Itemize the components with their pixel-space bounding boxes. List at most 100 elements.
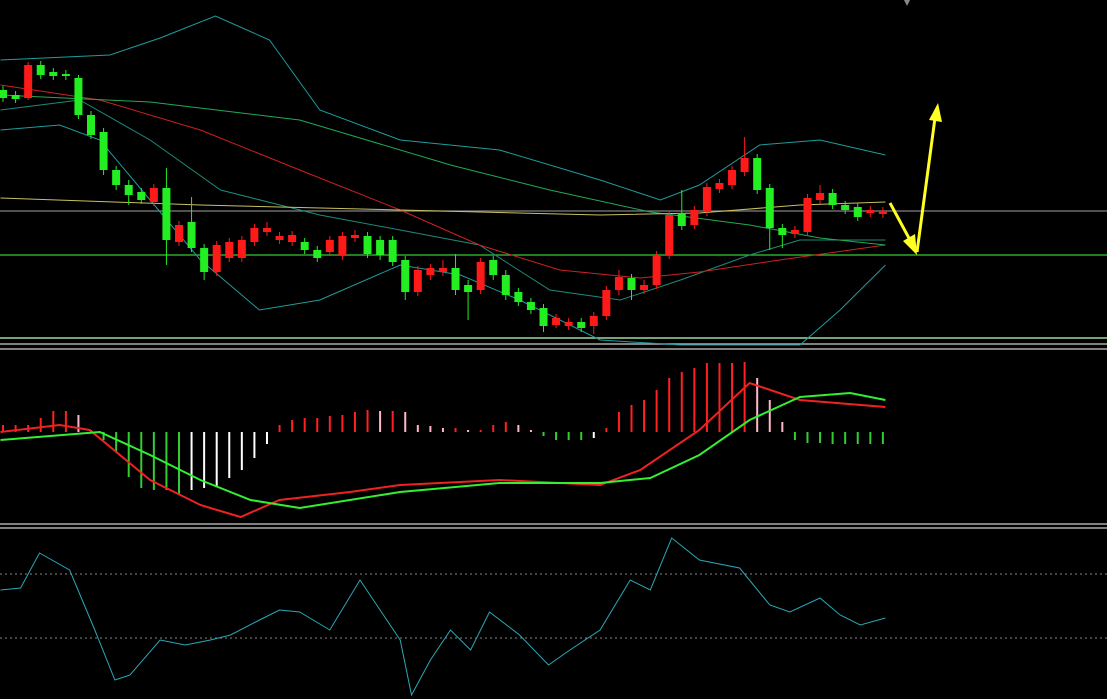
candle-body [124,185,133,195]
histogram-bar [768,400,771,432]
candle-body [464,285,473,292]
histogram-bar [580,432,583,440]
histogram-bar [756,378,759,432]
histogram-bar [454,428,457,432]
candle-body [652,255,661,285]
histogram-bar [366,410,369,432]
candle-body [137,192,146,200]
candle-body [765,188,774,228]
candle-body [0,90,8,98]
indicator-line [0,15,886,201]
candle-body [614,277,623,290]
histogram-bar [881,432,884,444]
histogram-bar [379,411,382,432]
candle-body [325,240,334,252]
histogram-bar [391,411,394,432]
histogram-bar [240,432,243,470]
histogram-bar [630,405,633,432]
histogram-bar [127,432,130,477]
candle-body [11,95,20,99]
candle-body [753,158,762,190]
histogram-bar [731,363,734,432]
histogram-bar [215,432,218,486]
candle-body [300,242,309,250]
histogram-bar [14,425,17,432]
histogram-bar [567,432,570,440]
candle-body [715,183,724,189]
histogram-bar [693,368,696,432]
histogram-bar [668,378,671,432]
candle-body [200,248,209,272]
candle-body [313,250,322,258]
candle-body [174,225,183,242]
candle-body [702,187,711,212]
candle-body [577,322,586,328]
candle-body [828,193,837,205]
candle-body [401,260,410,292]
histogram-bar [77,415,80,432]
candle-body [24,65,33,98]
candle-body [426,268,435,275]
arrow-up [915,117,937,253]
candle-body [853,207,862,217]
candle-body [187,222,196,248]
histogram-bar [793,432,796,440]
candle-body [539,308,548,326]
candle-body [212,245,221,272]
candle-body [350,235,359,238]
indicator-line [0,537,886,697]
histogram-bar [441,428,444,432]
histogram-bar [806,432,809,443]
histogram-bar [102,432,105,440]
candle-body [237,240,246,258]
histogram-bar [680,372,683,432]
histogram-bar [2,425,5,432]
histogram-bar [617,412,620,432]
histogram-bar [856,432,859,444]
histogram-bar [328,416,331,432]
candle-body [74,78,83,115]
candle-body [627,278,636,290]
histogram-bar [467,430,470,432]
candle-body [589,316,598,326]
candle-body [162,188,171,240]
candle-body [61,74,70,76]
candle-body [878,211,887,214]
histogram-bar [291,420,294,432]
histogram-bar [39,418,42,432]
candle-body [288,235,297,242]
candle-body [49,72,58,76]
histogram-bar [655,390,658,432]
arrow-down [888,202,912,241]
candle-body [388,240,397,262]
candle-body [376,240,385,255]
histogram-bar [743,362,746,432]
candle-body [476,262,485,290]
marker [904,0,910,6]
histogram-bar [341,415,344,432]
histogram-bar [140,432,143,488]
histogram-bar [592,432,595,438]
candle-body [275,236,284,240]
annotation-arrows [888,103,942,255]
histogram-bar [517,425,520,432]
candle-body [36,65,45,75]
candle-body [451,268,460,290]
histogram-bar [416,425,419,432]
candle-body [514,292,523,302]
histogram-bar [253,432,256,458]
histogram-bar [165,432,168,490]
histogram-bar [228,432,231,478]
candle-body [690,210,699,225]
histogram-bar [555,432,558,440]
histogram-bar [844,432,847,444]
candle-body [338,236,347,255]
candle-body [250,228,259,242]
histogram-bar [177,432,180,495]
histogram-bar [203,432,206,488]
histogram-bar [705,363,708,432]
histogram-bar [605,428,608,432]
candle-body [665,215,674,255]
histogram-bar [869,432,872,444]
